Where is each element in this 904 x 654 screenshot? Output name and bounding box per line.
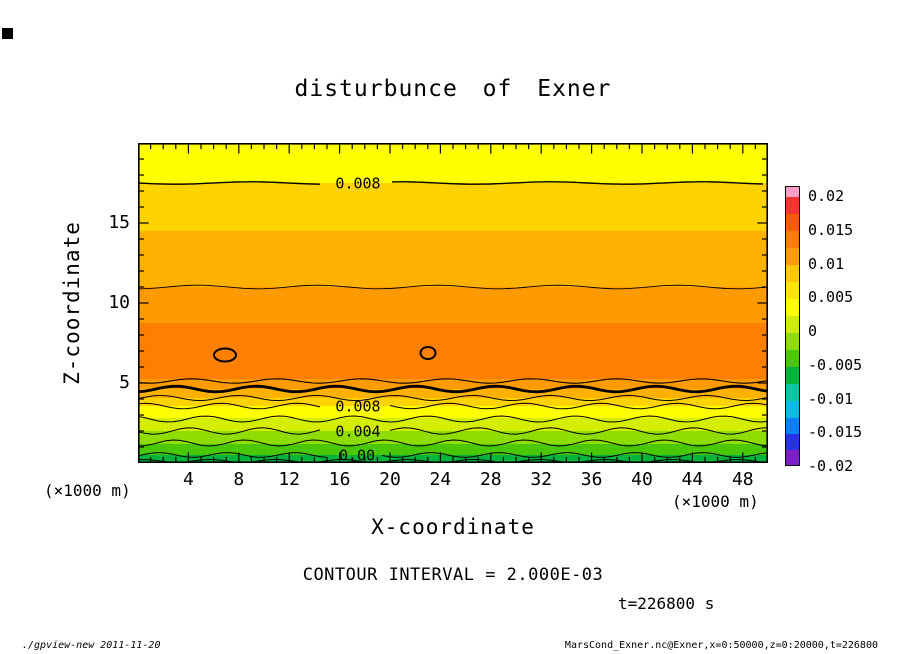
tone-band — [138, 231, 768, 287]
contour-line — [138, 181, 764, 185]
chart-title: disturbunce of Exner — [294, 76, 612, 102]
tone-band — [138, 398, 768, 406]
colorbar-tick-label: -0.02 — [808, 457, 854, 475]
contour-lines — [138, 181, 768, 463]
x-tick-label: 44 — [681, 469, 704, 490]
y-tick-labels: 5 10 15 — [88, 143, 130, 463]
colorbar-tick-label: -0.005 — [808, 355, 863, 374]
closed-contour — [419, 346, 437, 360]
footer-command: ./gpview-new 2011-11-20 — [22, 640, 161, 651]
tone-band — [138, 379, 768, 389]
colorbar-segment — [786, 248, 799, 265]
contour-line — [138, 394, 768, 402]
tone-band — [138, 389, 768, 398]
colorbar-segment — [786, 418, 799, 434]
tone-band — [138, 183, 768, 231]
contour-interval-text: CONTOUR INTERVAL = 2.000E-03 — [302, 565, 604, 585]
contour-line — [138, 427, 768, 435]
colorbar-segment — [786, 316, 799, 333]
closed-contour — [213, 347, 237, 363]
colorbar-tick-label: 0.015 — [808, 220, 854, 239]
contour-line — [138, 415, 768, 423]
corner-mark — [2, 28, 13, 39]
colorbar-segment — [786, 450, 799, 465]
colorbar-segment — [786, 401, 799, 418]
color-bands — [138, 143, 768, 463]
x-tick-label: 40 — [631, 469, 653, 490]
time-label: t=226800 s — [618, 594, 715, 613]
contour-line-labels: 0.008 0.008 0.004 0.00 — [335, 175, 380, 464]
colorbar-segment — [786, 384, 799, 401]
x-tick-label: 24 — [429, 469, 452, 490]
x-tick-label: 4 — [182, 469, 194, 490]
colorbar-segment — [786, 434, 799, 450]
colorbar-segment — [786, 282, 799, 299]
x-tick-label: 32 — [530, 469, 553, 490]
colorbar-segment — [786, 265, 799, 282]
colorbar-tick-label: -0.01 — [808, 389, 854, 408]
x-axis-unit: (×1000 m) — [672, 492, 759, 511]
plot-frame — [138, 143, 768, 463]
tone-band — [138, 444, 768, 455]
colorbar-tick-label: 0.005 — [808, 288, 854, 307]
colorbar-segment — [786, 214, 799, 231]
x-tick-label: 12 — [278, 469, 301, 490]
colorbar-segment — [786, 299, 799, 316]
colorbar-gradient — [785, 186, 800, 466]
colorbar-segment — [786, 333, 799, 350]
contour-value-label: 0.004 — [335, 423, 380, 441]
colorbar: 0.02 0.015 0.01 0.005 0 -0.005 -0.01 -0.015 -0.0… — [785, 186, 895, 475]
x-tick-label: 28 — [479, 469, 502, 490]
contour-line — [138, 384, 768, 394]
x-axis-label: X-coordinate — [371, 515, 535, 539]
x-tick-label: 36 — [580, 469, 603, 490]
contour-line — [138, 439, 768, 447]
x-tick-label: 20 — [379, 469, 401, 490]
contour-line — [138, 284, 768, 290]
footer-source: MarsCond_Exner.nc@Exner,x=0:50000,z=0:20… — [564, 640, 878, 651]
colorbar-tick-label: 0 — [808, 322, 818, 340]
colorbar-segment — [786, 197, 799, 214]
y-axis-unit: (×1000 m) — [44, 481, 131, 500]
tone-band — [138, 287, 768, 323]
colorbar-tick-label: 0.02 — [808, 187, 845, 205]
x-tick-label: 48 — [731, 469, 754, 490]
colorbar-tick-label: 0.01 — [808, 254, 845, 273]
x-tick-labels: 4 8 12 16 20 24 28 32 36 40 44 48 — [138, 469, 768, 491]
x-tick-label: 8 — [233, 469, 245, 490]
axis-ticks — [139, 144, 767, 462]
contour-value-label: 0.008 — [335, 398, 380, 416]
y-tick-label: 5 — [119, 372, 130, 393]
tone-band — [138, 406, 768, 418]
colorbar-segment — [786, 367, 799, 384]
contour-line — [138, 402, 768, 410]
tone-band — [138, 143, 768, 183]
contour-line — [138, 378, 768, 384]
colorbar-segment — [786, 187, 799, 197]
colorbar-segment — [786, 350, 799, 367]
contour-value-label: 0.00 — [339, 447, 375, 464]
y-axis-label: Z-coordinate — [60, 221, 84, 385]
contour-value-label: 0.008 — [335, 175, 380, 193]
x-tick-label: 16 — [328, 469, 351, 490]
y-tick-label: 10 — [108, 292, 130, 313]
y-tick-label: 15 — [108, 212, 130, 233]
contour-line — [138, 452, 768, 458]
tone-band — [138, 418, 768, 431]
closed-contours — [213, 346, 437, 363]
tone-band — [138, 323, 768, 379]
contour-plot: 0.008 0.008 0.004 0.00 — [138, 143, 768, 463]
colorbar-segment — [786, 231, 799, 248]
colorbar-tick-label: -0.015 — [808, 423, 863, 442]
